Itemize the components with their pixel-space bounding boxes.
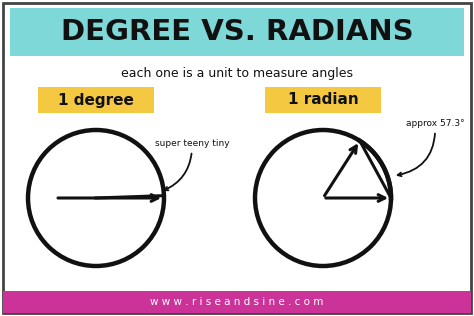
Text: w w w . r i s e a n d s i n e . c o m: w w w . r i s e a n d s i n e . c o m	[150, 297, 324, 307]
Text: each one is a unit to measure angles: each one is a unit to measure angles	[121, 66, 353, 80]
Text: 1 radian: 1 radian	[288, 93, 358, 107]
FancyBboxPatch shape	[265, 87, 381, 113]
Text: super teeny tiny: super teeny tiny	[155, 139, 229, 190]
FancyBboxPatch shape	[38, 87, 154, 113]
Text: DEGREE VS. RADIANS: DEGREE VS. RADIANS	[61, 18, 413, 46]
Text: 1 degree: 1 degree	[58, 93, 134, 107]
Text: approx 57.3°: approx 57.3°	[398, 119, 465, 176]
FancyBboxPatch shape	[3, 291, 471, 313]
FancyBboxPatch shape	[10, 8, 464, 56]
FancyBboxPatch shape	[3, 3, 471, 313]
